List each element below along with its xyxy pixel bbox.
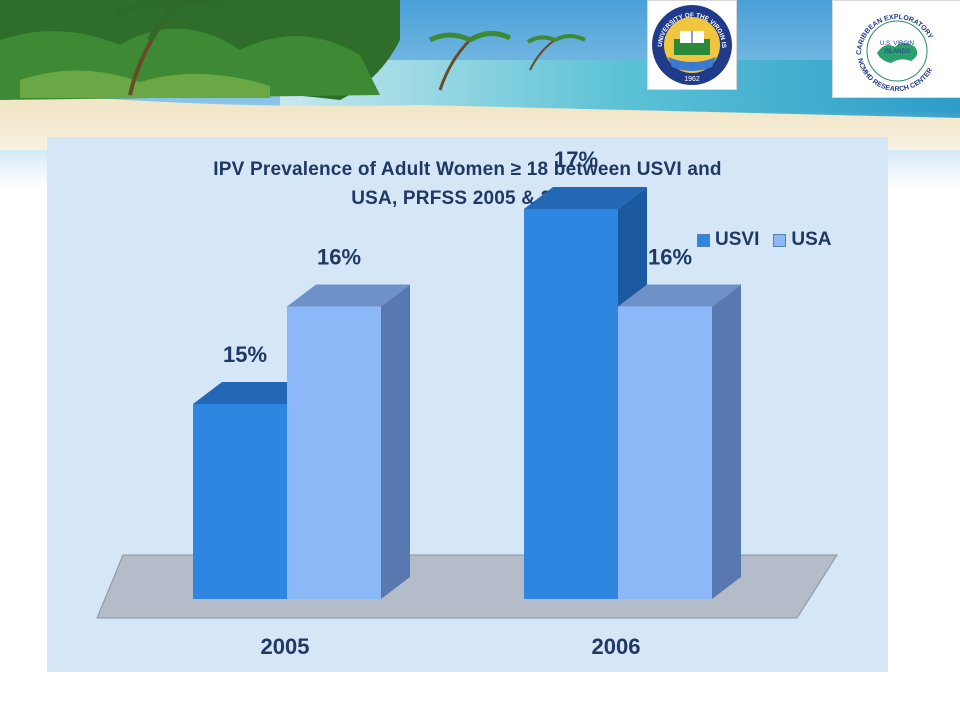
university-seal-logo: UNIVERSITY OF THE VIRGIN ISLANDS 1962 bbox=[646, 0, 737, 90]
chart-legend: USVI USA bbox=[697, 229, 831, 251]
bar-front-face bbox=[193, 404, 287, 599]
data-label-usvi-2005: 15% bbox=[223, 342, 267, 367]
research-center-logo: CARIBBEAN EXPLORATORY NCMHD RESEARCH CEN… bbox=[832, 0, 960, 98]
bar-side-face bbox=[381, 284, 410, 599]
ceo-center-text-1: U.S. VIRGIN bbox=[880, 41, 914, 47]
bar-front-face bbox=[618, 306, 712, 599]
legend-swatch-usvi bbox=[697, 233, 710, 247]
bar-usvi-2006 bbox=[524, 187, 647, 599]
chart-title-line-1: IPV Prevalence of Adult Women ≥ 18 betwe… bbox=[213, 159, 722, 180]
legend-swatch-usa bbox=[773, 233, 787, 247]
bar-front-face bbox=[287, 306, 381, 599]
legend-item-usvi: USVI bbox=[697, 229, 759, 251]
bar-usa-2006 bbox=[618, 284, 741, 599]
bar-side-face bbox=[712, 284, 741, 599]
data-label-usa-2006: 16% bbox=[648, 245, 692, 270]
legend-label-usvi: USVI bbox=[715, 229, 760, 250]
bar-top-face bbox=[193, 382, 316, 404]
ceo-center-text-2: ISLANDS bbox=[884, 49, 910, 55]
bar-front-face bbox=[524, 209, 618, 599]
uvi-seal-year: 1962 bbox=[684, 76, 700, 83]
chart-title-line-2: USA, PRFSS 2005 & 2006 bbox=[351, 188, 584, 209]
x-tick-label-2005: 2005 bbox=[261, 634, 310, 659]
bar-usa-2005 bbox=[287, 284, 410, 599]
legend-item-usa: USA bbox=[773, 229, 831, 251]
x-tick-label-2006: 2006 bbox=[592, 634, 641, 659]
bar-top-face bbox=[287, 284, 410, 307]
data-label-usa-2005: 16% bbox=[317, 245, 361, 270]
bar-top-face bbox=[618, 284, 741, 307]
legend-label-usa: USA bbox=[791, 229, 832, 250]
bar-top-face bbox=[524, 187, 647, 209]
data-label-usvi-2006: 17% bbox=[554, 147, 598, 172]
chart-panel: IPV Prevalence of Adult Women ≥ 18 betwe… bbox=[47, 137, 888, 672]
bar-chart: 15% 16% 2005 17% 16% 2006 bbox=[96, 147, 838, 659]
